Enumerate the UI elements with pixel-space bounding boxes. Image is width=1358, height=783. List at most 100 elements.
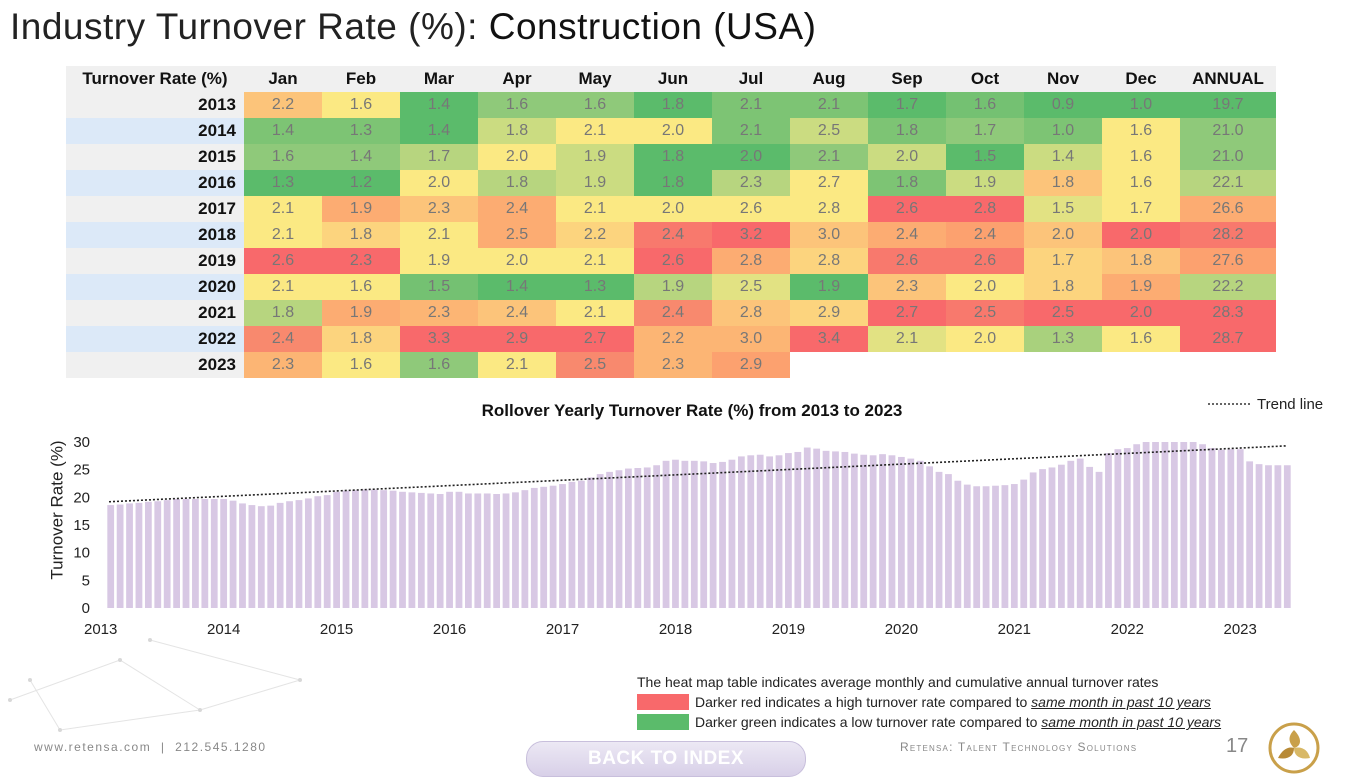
chart-bar	[417, 492, 425, 608]
chart-bar	[963, 484, 971, 608]
chart-bar	[606, 471, 613, 608]
chart-bar	[596, 474, 604, 608]
chart-bar	[201, 498, 209, 608]
chart-bar	[945, 474, 952, 608]
chart-bar	[935, 471, 943, 608]
chart-bar	[681, 460, 689, 608]
chart-bar	[352, 490, 359, 608]
chart-bar	[973, 486, 981, 608]
heatmap-cell: 2.1	[712, 92, 790, 118]
heatmap-cell: 2.2	[556, 222, 634, 248]
chart-bar	[342, 490, 350, 608]
heatmap-cell: 1.8	[322, 222, 400, 248]
heatmap-cell: 2.4	[634, 222, 712, 248]
legend-intro: The heat map table indicates average mon…	[637, 674, 1159, 690]
back-to-index-button[interactable]: BACK TO INDEX	[526, 741, 806, 777]
chart-bar	[248, 505, 256, 608]
heatmap-cell: 1.8	[244, 300, 322, 326]
chart-bar	[220, 498, 228, 608]
heatmap-cell: 2.1	[868, 326, 946, 352]
heatmap-cell: 1.7	[868, 92, 946, 118]
chart-bar	[399, 491, 406, 608]
chart-bar	[662, 460, 670, 608]
heatmap-cell: 2.5	[1024, 300, 1102, 326]
chart-bar	[1095, 471, 1103, 608]
y-tick-label: 15	[73, 517, 90, 534]
page-title-part1: Industry Turnover Rate (%):	[10, 6, 489, 47]
heatmap-cell: 28.3	[1180, 300, 1276, 326]
heatmap-cell: 1.8	[478, 170, 556, 196]
heatmap-cell: 2.1	[478, 352, 556, 378]
heatmap-row-2015: 2015 1.6 1.4 1.7 2.0 1.9 1.8 2.0 2.1 2.0 1.5 1.4 1.6…	[66, 144, 1276, 170]
chart-bar	[512, 492, 519, 608]
heatmap-cell: 21.0	[1180, 144, 1276, 170]
heatmap-cell: 2.7	[790, 170, 868, 196]
legend-intro-row: The heat map table indicates average mon…	[637, 672, 1221, 692]
heatmap-cell: 1.0	[1102, 92, 1180, 118]
heatmap-cell: 2.3	[400, 300, 478, 326]
heatmap-cell: 2.4	[478, 300, 556, 326]
heatmap-cell: 1.8	[1102, 248, 1180, 274]
x-tick-label: 2021	[998, 621, 1031, 638]
chart-bar	[747, 455, 755, 608]
y-tick-label: 25	[73, 462, 90, 479]
chart-bar	[446, 491, 453, 608]
heatmap-table: Turnover Rate (%) Jan Feb Mar Apr May Jun Jul Au…	[66, 66, 1276, 378]
heatmap-cell: 2.5	[712, 274, 790, 300]
heatmap-row-2016: 2016 1.3 1.2 2.0 1.8 1.9 1.8 2.3 2.7 1.8 1.9 1.8 1.6…	[66, 170, 1276, 196]
heatmap-header-apr: Apr	[478, 66, 556, 92]
heatmap-cell: 2.0	[712, 144, 790, 170]
heatmap-cell: 1.7	[946, 118, 1024, 144]
chart-bar	[926, 466, 933, 608]
heatmap-cell: 2.1	[790, 144, 868, 170]
heatmap-cell: 1.6	[556, 92, 634, 118]
chart-bar	[653, 465, 661, 608]
chart-bar	[916, 460, 924, 608]
chart-bar	[1265, 465, 1272, 608]
chart-bar	[389, 490, 397, 608]
heatmap-cell: 3.2	[712, 222, 790, 248]
y-axis-title: Turnover Rate (%)	[47, 440, 67, 580]
heatmap-cell: 2.0	[634, 118, 712, 144]
heatmap-cell: 1.6	[244, 144, 322, 170]
heatmap-cell: 2.1	[556, 300, 634, 326]
heatmap-cell: 1.4	[244, 118, 322, 144]
heatmap-cell	[946, 352, 1024, 378]
chart-bar	[785, 453, 792, 608]
heatmap-cell: 2.8	[712, 300, 790, 326]
chart-bar	[1170, 442, 1178, 608]
heatmap-cell: 2.0	[634, 196, 712, 222]
heatmap-cell: 2.1	[400, 222, 478, 248]
x-tick-label: 2020	[885, 621, 918, 638]
heatmap-cell: 1.6	[1102, 118, 1180, 144]
heatmap-cell: 0.9	[1024, 92, 1102, 118]
footer-website[interactable]: www.retensa.com	[34, 740, 152, 754]
heatmap-header-aug: Aug	[790, 66, 868, 92]
heatmap-cell: 1.9	[634, 274, 712, 300]
chart-bar	[1020, 479, 1028, 608]
heatmap-year-label: 2018	[66, 222, 244, 248]
legend-red-emph: same month in past 10 years	[1031, 694, 1211, 710]
chart-bar	[540, 486, 548, 608]
heatmap-cell: 1.2	[322, 170, 400, 196]
heatmap-cell: 28.2	[1180, 222, 1276, 248]
chart-bar	[766, 456, 773, 608]
heatmap-cell: 1.3	[556, 274, 634, 300]
heatmap-legend: The heat map table indicates average mon…	[637, 672, 1221, 732]
footer-separator: |	[160, 740, 166, 754]
heatmap-cell: 2.1	[556, 196, 634, 222]
chart-title: Rollover Yearly Turnover Rate (%) from 2…	[482, 401, 903, 420]
heatmap-cell: 2.9	[478, 326, 556, 352]
heatmap-cell: 1.8	[478, 118, 556, 144]
chart-bar	[822, 450, 830, 608]
heatmap-cell: 2.5	[478, 222, 556, 248]
heatmap-header-feb: Feb	[322, 66, 400, 92]
heatmap-header-jan: Jan	[244, 66, 322, 92]
heatmap-cell	[1024, 352, 1102, 378]
heatmap-cell: 1.6	[400, 352, 478, 378]
chart-bar	[229, 500, 237, 608]
chart-bar	[775, 455, 783, 608]
heatmap-cell: 2.6	[712, 196, 790, 222]
heatmap-cell: 1.6	[1102, 326, 1180, 352]
chart-bar	[850, 453, 858, 608]
